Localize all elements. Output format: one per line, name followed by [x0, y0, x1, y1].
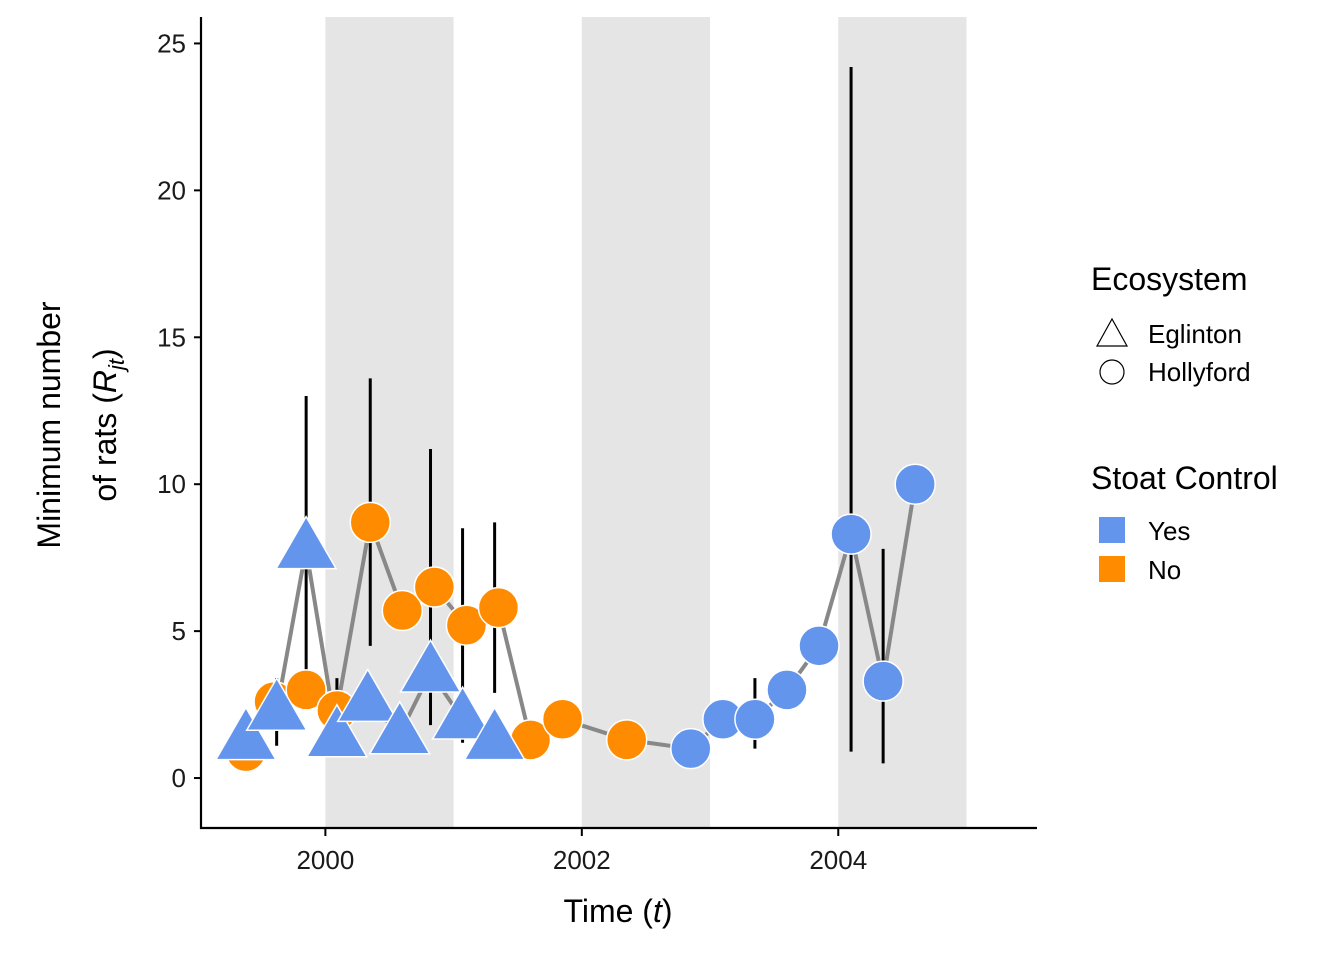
legend-no-label: No: [1148, 555, 1181, 585]
data-point-hollyford: [541, 698, 584, 741]
data-point-hollyford: [798, 625, 840, 667]
data-point-eglinton: [245, 676, 308, 731]
legend-triangle-icon: [1095, 317, 1129, 347]
x-axis-title: Time (t): [563, 893, 672, 929]
y-ticks: 0 5 10 15 20 25: [157, 28, 201, 793]
x-tick-label: 2000: [296, 845, 354, 875]
legend-circle-icon: [1099, 359, 1125, 385]
legend: Ecosystem Eglinton Hollyford Stoat Contr…: [1091, 261, 1278, 585]
data-point-eglinton: [305, 703, 369, 758]
legend-yes-swatch: [1099, 517, 1125, 543]
legend-stoat-title: Stoat Control: [1091, 460, 1278, 496]
shaded-period-2: [838, 17, 967, 828]
legend-ecosystem-title: Ecosystem: [1091, 261, 1247, 297]
data-point-hollyford: [894, 463, 936, 505]
data-point-eglinton: [463, 706, 526, 761]
legend-eglinton-label: Eglinton: [1148, 319, 1242, 349]
x-tick-label: 2002: [553, 845, 611, 875]
data-point-hollyford: [477, 586, 520, 629]
y-tick-label: 20: [157, 175, 186, 205]
data-point-hollyford: [605, 719, 648, 761]
data-point-hollyford: [445, 604, 488, 646]
data-point-hollyford: [381, 589, 424, 632]
data-point-eglinton: [368, 700, 431, 755]
shaded-period-1: [581, 17, 711, 828]
data-point-hollyford: [734, 698, 776, 741]
shaded-periods: [325, 17, 967, 828]
data-point-eglinton: [214, 706, 278, 761]
data-point-hollyford: [830, 513, 872, 555]
data-point-hollyford: [413, 566, 456, 608]
data-point-hollyford: [862, 660, 904, 702]
axes: [199, 17, 1037, 830]
y-axis-title-line2: of rats (Rjt): [87, 348, 129, 501]
data-point-eglinton: [431, 685, 494, 740]
legend-no-swatch: [1099, 556, 1125, 582]
y-axis-title: Minimum number of rats (Rjt): [31, 301, 129, 549]
y-tick-label: 0: [172, 763, 186, 793]
data-points: [214, 463, 936, 773]
y-tick-label: 10: [157, 469, 186, 499]
data-point-hollyford: [670, 727, 712, 770]
data-point-hollyford: [349, 501, 392, 544]
data-point-eglinton: [336, 667, 399, 723]
data-point-hollyford: [766, 669, 808, 711]
data-point-eglinton: [274, 515, 338, 570]
legend-hollyford-label: Hollyford: [1148, 357, 1251, 387]
legend-yes-label: Yes: [1148, 516, 1190, 546]
data-point-eglinton: [399, 638, 462, 693]
y-axis-title-line1: Minimum number: [31, 301, 67, 549]
y-tick-label: 15: [157, 322, 186, 352]
data-point-hollyford: [285, 669, 327, 711]
x-tick-label: 2004: [809, 845, 867, 875]
y-tick-label: 5: [172, 616, 186, 646]
y-tick-label: 25: [157, 28, 186, 58]
x-ticks: 2000 2002 2004: [296, 828, 867, 875]
